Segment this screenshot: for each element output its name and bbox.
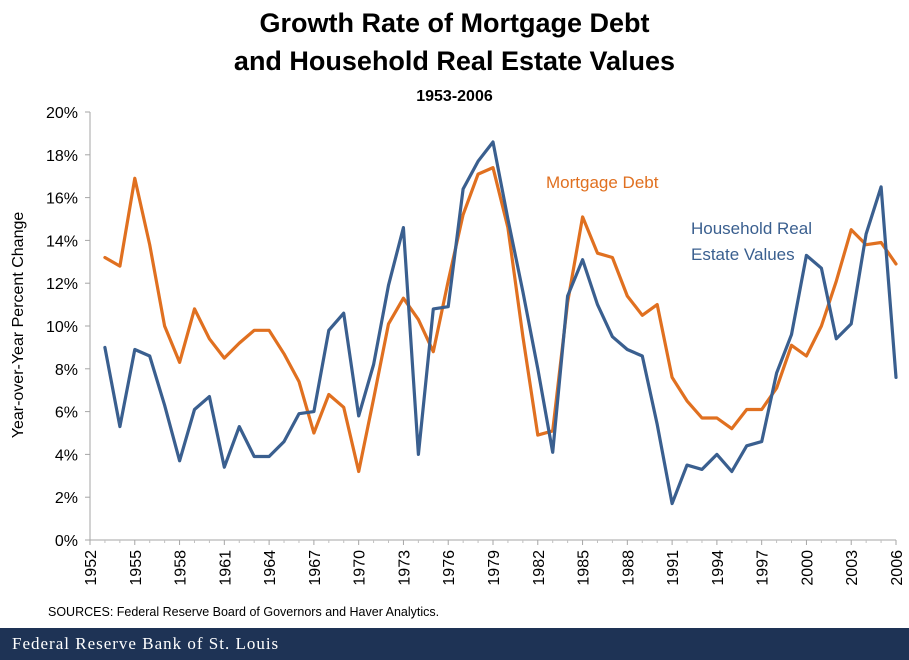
x-tick-label: 1970	[352, 550, 369, 586]
y-tick-label: 10%	[46, 319, 78, 336]
household-real-estate-label-line1: Household Real	[691, 219, 812, 238]
mortgage-debt-label: Mortgage Debt	[546, 173, 659, 192]
x-tick-label: 1988	[620, 550, 637, 586]
x-tick-label: 2003	[844, 550, 861, 586]
y-tick-label: 8%	[55, 362, 78, 379]
axes	[85, 111, 897, 545]
y-tick-label: 12%	[46, 276, 78, 293]
x-tick-label: 1976	[441, 550, 458, 586]
y-tick-label: 6%	[55, 405, 78, 422]
chart-title-line2: and Household Real Estate Values	[233, 46, 676, 76]
x-tick-label: 1955	[128, 550, 145, 586]
y-axis-title: Year-over-Year Percent Change	[10, 212, 27, 439]
y-tick-label: 16%	[46, 191, 78, 208]
x-tick-label: 1967	[307, 550, 324, 586]
x-tick-label: 1991	[665, 550, 682, 586]
y-tick-label: 4%	[55, 447, 78, 464]
y-tick-label: 20%	[46, 105, 78, 122]
x-tick-label: 1997	[755, 550, 772, 586]
y-tick-label: 18%	[46, 148, 78, 165]
footer-bar: Federal Reserve Bank of St. Louis	[0, 628, 909, 660]
y-tick-label: 14%	[46, 233, 78, 250]
x-tick-label: 1979	[486, 550, 503, 586]
x-tick-label: 1964	[262, 550, 279, 586]
tick-labels: 0% 2% 4% 6% 8% 10% 12% 14% 16% 18% 20% 1952 1955 1958…	[46, 105, 906, 586]
x-tick-label: 1982	[531, 550, 548, 586]
source-note: SOURCES: Federal Reserve Board of Govern…	[48, 605, 440, 619]
x-tick-label: 1958	[173, 550, 190, 586]
y-tick-label: 0%	[55, 533, 78, 550]
chart-subtitle: 1953-2006	[416, 88, 493, 105]
x-tick-label: 1994	[710, 550, 727, 586]
y-tick-label: 2%	[55, 490, 78, 507]
x-tick-label: 1952	[83, 550, 100, 586]
household-real-estate-line	[103, 140, 898, 506]
y-axis-title-group: Year-over-Year Percent Change	[10, 212, 27, 439]
household-real-estate-label-line2: Estate Values	[691, 245, 795, 264]
x-tick-label: 1973	[396, 550, 413, 586]
x-tick-label: 1985	[576, 550, 593, 586]
mortgage-debt-line	[103, 166, 898, 474]
chart-title-line1: Growth Rate of Mortgage Debt	[259, 8, 650, 38]
x-tick-label: 2000	[799, 550, 816, 586]
line-chart: Year-over-Year Percent Change 0% 2% 4% 6% 8%…	[10, 105, 906, 586]
x-tick-label: 2006	[889, 550, 906, 586]
x-tick-label: 1961	[217, 550, 234, 586]
series-lines	[103, 140, 898, 506]
footer-logo-text: Federal Reserve Bank of St. Louis	[12, 634, 280, 653]
